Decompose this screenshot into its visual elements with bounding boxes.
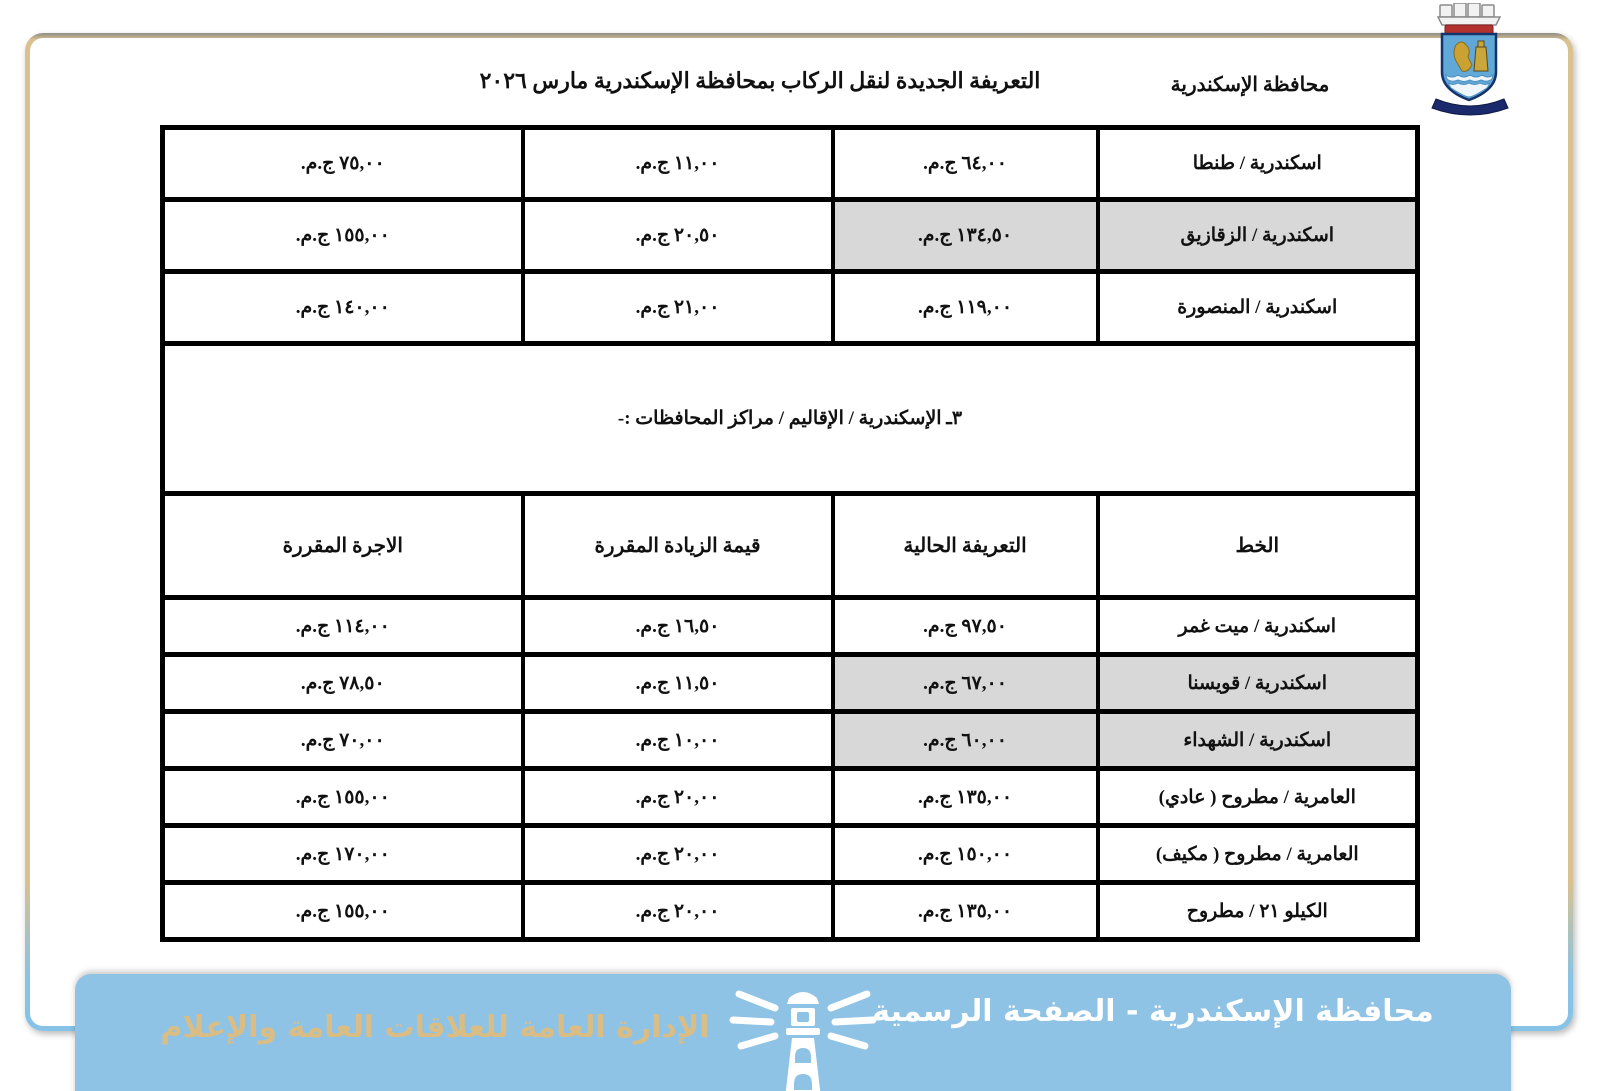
- route-cell: العامرية / مطروح ( مكيف): [1095, 823, 1420, 885]
- org-name: محافظة الإسكندرية: [1170, 74, 1330, 96]
- route-cell: اسكندرية / الشهداء: [1095, 709, 1420, 771]
- table-row: العامرية / مطروح ( مكيف) ١٥٠,٠٠ ج.م. ٢٠,…: [160, 823, 1420, 885]
- route-cell: اسكندرية / المنصورة: [1095, 269, 1420, 346]
- current-cell: ٩٧,٥٠ ج.م.: [830, 595, 1100, 657]
- increase-cell: ١١,٥٠ ج.م.: [520, 652, 835, 714]
- official-page-label: محافظة الإسكندرية - الصفحة الرسمية: [872, 994, 1434, 1029]
- fare-cell: ٧٠,٠٠ ج.م.: [160, 709, 525, 771]
- route-header: الخط: [1095, 491, 1420, 600]
- table-row: اسكندرية / الشهداء ٦٠,٠٠ ج.م. ١٠,٠٠ ج.م.…: [160, 709, 1420, 771]
- crown: [1436, 3, 1502, 26]
- section-title: ٣ـ الإسكندرية / الإقاليم / مراكز المحافظ…: [160, 341, 1420, 496]
- fare-cell: ٧٥,٠٠ ج.م.: [160, 125, 525, 202]
- fare-cell: ١٥٥,٠٠ ج.م.: [160, 880, 525, 942]
- route-cell: العامرية / مطروح ( عادي): [1095, 766, 1420, 828]
- fare-cell: ١٥٥,٠٠ ج.م.: [160, 197, 525, 274]
- current-cell: ٦٠,٠٠ ج.م.: [830, 709, 1100, 771]
- table-row: اسكندرية / ميت غمر ٩٧,٥٠ ج.م. ١٦,٥٠ ج.م.…: [160, 595, 1420, 657]
- fare-cell: ١٧٠,٠٠ ج.م.: [160, 823, 525, 885]
- route-cell: اسكندرية / ميت غمر: [1095, 595, 1420, 657]
- table-row: اسكندرية / الزقازيق ١٣٤,٥٠ ج.م. ٢٠,٥٠ ج.…: [160, 197, 1420, 274]
- current-cell: ٦٧,٠٠ ج.م.: [830, 652, 1100, 714]
- increase-header: قيمة الزيادة المقررة: [520, 491, 835, 600]
- current-cell: ١١٩,٠٠ ج.م.: [830, 269, 1100, 346]
- tariff-table: اسكندرية / طنطا ٦٤,٠٠ ج.م. ١١,٠٠ ج.م. ٧٥…: [160, 125, 1420, 942]
- fare-header: الاجرة المقررة: [160, 491, 525, 600]
- current-cell: ١٣٥,٠٠ ج.م.: [830, 880, 1100, 942]
- current-cell: ٦٤,٠٠ ج.م.: [830, 125, 1100, 202]
- increase-cell: ١٠,٠٠ ج.م.: [520, 709, 835, 771]
- route-cell: اسكندرية / قويسنا: [1095, 652, 1420, 714]
- table-row: اسكندرية / المنصورة ١١٩,٠٠ ج.م. ٢١,٠٠ ج.…: [160, 269, 1420, 346]
- table-header-row: الخط التعريفة الحالية قيمة الزيادة المقر…: [160, 491, 1420, 600]
- fare-cell: ١١٤,٠٠ ج.م.: [160, 595, 525, 657]
- increase-cell: ٢١,٠٠ ج.م.: [520, 269, 835, 346]
- department-label: الإدارة العامة للعلاقات العامة والإعلام: [160, 1010, 710, 1045]
- current-cell: ١٥٠,٠٠ ج.م.: [830, 823, 1100, 885]
- governorate-crest-logo: [1431, 3, 1509, 116]
- increase-cell: ١١,٠٠ ج.م.: [520, 125, 835, 202]
- route-cell: اسكندرية / طنطا: [1095, 125, 1420, 202]
- table-row: الكيلو ٢١ / مطروح ١٣٥,٠٠ ج.م. ٢٠,٠٠ ج.م.…: [160, 880, 1420, 942]
- increase-cell: ٢٠,٥٠ ج.م.: [520, 197, 835, 274]
- current-header: التعريفة الحالية: [830, 491, 1100, 600]
- route-cell: الكيلو ٢١ / مطروح: [1095, 880, 1420, 942]
- table-row: العامرية / مطروح ( عادي) ١٣٥,٠٠ ج.م. ٢٠,…: [160, 766, 1420, 828]
- increase-cell: ٢٠,٠٠ ج.م.: [520, 766, 835, 828]
- increase-cell: ٢٠,٠٠ ج.م.: [520, 823, 835, 885]
- fare-cell: ١٥٥,٠٠ ج.م.: [160, 766, 525, 828]
- increase-cell: ٢٠,٠٠ ج.م.: [520, 880, 835, 942]
- increase-cell: ١٦,٥٠ ج.م.: [520, 595, 835, 657]
- fare-cell: ٧٨,٥٠ ج.م.: [160, 652, 525, 714]
- table-row: اسكندرية / قويسنا ٦٧,٠٠ ج.م. ١١,٥٠ ج.م. …: [160, 652, 1420, 714]
- current-cell: ١٣٥,٠٠ ج.م.: [830, 766, 1100, 828]
- section-title-row: ٣ـ الإسكندرية / الإقاليم / مراكز المحافظ…: [160, 341, 1420, 496]
- current-cell: ١٣٤,٥٠ ج.م.: [830, 197, 1100, 274]
- route-cell: اسكندرية / الزقازيق: [1095, 197, 1420, 274]
- table-row: اسكندرية / طنطا ٦٤,٠٠ ج.م. ١١,٠٠ ج.م. ٧٥…: [160, 125, 1420, 202]
- fare-cell: ١٤٠,٠٠ ج.م.: [160, 269, 525, 346]
- document-title: التعريفة الجديدة لنقل الركاب بمحافظة الإ…: [479, 68, 1041, 93]
- lighthouse-icon: [729, 990, 877, 1091]
- footer-banner: محافظة الإسكندرية - الصفحة الرسمية: [75, 974, 1511, 1091]
